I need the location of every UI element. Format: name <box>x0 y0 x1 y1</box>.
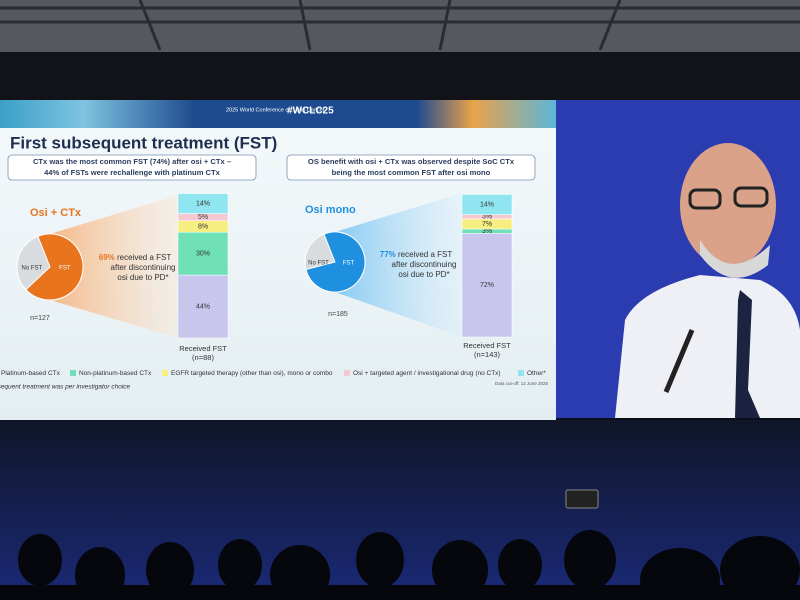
segment-label: 14% <box>480 201 494 208</box>
conference-name: 2025 World Conference on Lung Cancer <box>226 107 325 113</box>
audience <box>0 489 800 600</box>
bar-title: Received FST <box>463 341 511 350</box>
legend-label: Non-platinum-based CTx <box>79 370 152 377</box>
pie-label: No FST <box>22 266 43 272</box>
pie-label: FST <box>343 261 355 267</box>
legend-swatch <box>162 370 168 376</box>
bar-segment <box>461 233 513 338</box>
bar-n: (n=88) <box>192 353 214 362</box>
arm-label: Osi + CTx <box>30 207 82 219</box>
slide: 2025 World Conference on Lung Cancer #WC… <box>0 100 556 420</box>
wall <box>0 52 800 100</box>
segment-label: 3% <box>482 228 492 235</box>
legend-label: Other* <box>527 370 546 377</box>
truss <box>0 0 800 51</box>
annotation-text: received a FST <box>398 250 452 259</box>
data-cutoff: Data cut-off: 12 June 2025 <box>495 381 548 386</box>
bar-n: (n=143) <box>474 350 501 359</box>
funnel <box>50 195 178 338</box>
segment-label: 14% <box>196 200 210 207</box>
bar-segment <box>177 274 229 339</box>
segment-label: 3% <box>482 214 492 221</box>
n-label: n=127 <box>30 315 50 322</box>
pie-label: No FST <box>308 261 329 267</box>
bar-segment <box>177 193 229 214</box>
pie-slice <box>305 231 366 293</box>
callout-text: OS benefit with osi + CTx was observed d… <box>308 157 515 166</box>
bar-title: Received FST <box>179 344 227 353</box>
n-label: n=185 <box>328 311 348 318</box>
callout-box <box>7 154 257 181</box>
segment-label: 5% <box>198 214 208 221</box>
annotation: osi due to PD* <box>398 270 449 279</box>
legend-swatch <box>518 370 524 376</box>
legend-swatch <box>70 370 76 376</box>
legend-label: EGFR targeted therapy (other than osi), … <box>171 370 333 377</box>
callout-text: 44% of FSTs were rechallenge with platin… <box>44 168 221 177</box>
speaker <box>615 143 800 418</box>
pie-slice <box>25 233 84 301</box>
bar-segment <box>461 194 513 215</box>
segment-label: 7% <box>482 221 492 228</box>
slide-title: First subsequent treatment (FST) <box>10 133 277 152</box>
legend-label: Osi + targeted agent / investigational d… <box>353 370 501 377</box>
annotation-text: received a FST <box>117 253 171 262</box>
hashtag: #WCLC25 <box>287 106 334 117</box>
footnote: Subsequent treatment was per investigato… <box>0 384 131 391</box>
annotation: osi due to PD* <box>117 273 168 282</box>
callout-text: CTx was the most common FST (74%) after … <box>33 157 231 166</box>
bar-segment <box>177 231 229 276</box>
legend-label: Platinum-based CTx <box>1 370 61 377</box>
callout-box <box>286 154 536 181</box>
annotation: after discontinuing <box>392 260 457 269</box>
annotation: 77% received a FST <box>380 250 453 259</box>
annotation-percent: 77% <box>380 250 396 259</box>
pie-label: FST <box>59 266 71 272</box>
funnel <box>335 193 462 337</box>
segment-label: 44% <box>196 303 210 310</box>
legend-swatch <box>344 370 350 376</box>
banner <box>0 100 556 128</box>
segment-label: 30% <box>196 250 210 257</box>
annotation: 69% received a FST <box>99 253 172 262</box>
arm-label: Osi mono <box>305 204 356 216</box>
annotation-percent: 69% <box>99 253 115 262</box>
segment-label: 8% <box>198 223 208 230</box>
annotation: after discontinuing <box>111 263 176 272</box>
segment-label: 72% <box>480 282 494 289</box>
callout-text: being the most common FST after osi mono <box>332 168 491 177</box>
